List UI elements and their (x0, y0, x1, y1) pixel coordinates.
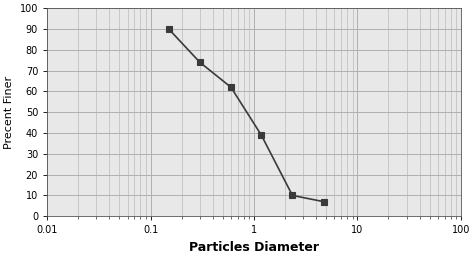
Y-axis label: Precent Finer: Precent Finer (4, 76, 14, 149)
X-axis label: Particles Diameter: Particles Diameter (189, 241, 319, 254)
